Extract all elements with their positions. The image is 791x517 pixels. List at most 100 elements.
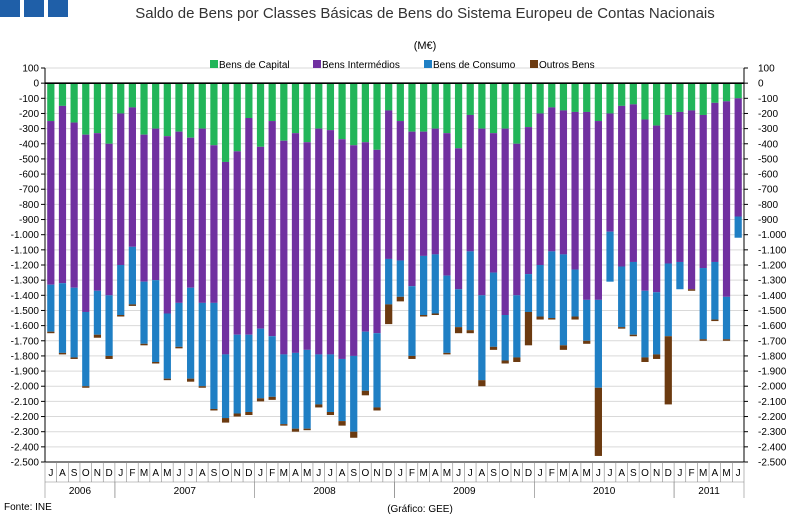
- bar-bens-de-capital-39: [501, 83, 509, 129]
- bar-bens-de-capital-50: [629, 83, 637, 105]
- bar-bens-interm-dios-40: [513, 143, 521, 296]
- bar-bens-interm-dios-9: [152, 128, 160, 281]
- bar-outros-bens-39: [501, 360, 509, 364]
- bar-bens-de-consumo-28: [373, 333, 381, 408]
- bar-outros-bens-21: [291, 428, 300, 432]
- bar-bens-de-capital-0: [47, 83, 55, 122]
- x-month-label: M: [163, 468, 171, 479]
- bar-bens-de-consumo-21: [291, 352, 300, 429]
- bar-bens-interm-dios-39: [501, 128, 509, 316]
- bar-bens-de-capital-19: [268, 83, 276, 122]
- bar-bens-interm-dios-15: [221, 161, 230, 355]
- bar-bens-de-consumo-11: [175, 302, 183, 347]
- bar-bens-de-consumo-51: [641, 290, 649, 358]
- bar-bens-interm-dios-53: [664, 114, 672, 264]
- y-tick-label-left: -1.300: [11, 276, 40, 287]
- bar-bens-de-consumo-27: [361, 331, 369, 391]
- y-tick-label-left: 100: [22, 64, 39, 75]
- y-tick-label-left: -300: [19, 124, 39, 135]
- x-month-label: S: [350, 468, 357, 479]
- bar-bens-de-consumo-53: [664, 263, 672, 337]
- bar-bens-de-capital-9: [152, 83, 160, 129]
- chart-unit: (M€): [413, 40, 437, 52]
- bar-bens-interm-dios-26: [350, 145, 358, 356]
- x-month-label: M: [419, 468, 427, 479]
- x-month-label: M: [140, 468, 148, 479]
- bar-bens-interm-dios-46: [583, 111, 591, 300]
- y-tick-label-left: -2.100: [11, 397, 40, 408]
- x-month-label: O: [501, 468, 509, 479]
- x-month-label: D: [665, 468, 672, 479]
- x-month-label: M: [699, 468, 707, 479]
- bar-bens-de-capital-43: [548, 83, 556, 108]
- bar-bens-de-consumo-31: [408, 286, 416, 356]
- bar-bens-interm-dios-6: [117, 113, 125, 265]
- x-month-label: A: [339, 468, 346, 479]
- bar-outros-bens-37: [478, 380, 486, 387]
- bar-bens-de-capital-17: [245, 83, 253, 119]
- bar-bens-de-consumo-18: [256, 328, 265, 399]
- bar-outros-bens-13: [198, 386, 206, 388]
- legend-swatch-3: [530, 60, 538, 68]
- x-month-label: O: [82, 468, 90, 479]
- bar-outros-bens-58: [722, 339, 731, 341]
- bar-bens-de-consumo-49: [618, 266, 626, 328]
- bar-bens-interm-dios-10: [163, 136, 171, 314]
- bar-bens-de-capital-25: [338, 83, 346, 140]
- y-tick-label-right: -1.500: [758, 306, 787, 317]
- bar-bens-de-consumo-19: [268, 336, 276, 397]
- legend-label-3: Outros Bens: [539, 60, 595, 71]
- bar-outros-bens-45: [571, 316, 579, 320]
- y-tick-label-right: -2.400: [758, 442, 787, 453]
- x-month-label: A: [479, 468, 486, 479]
- bar-bens-interm-dios-35: [454, 148, 463, 290]
- bar-bens-de-capital-48: [606, 83, 614, 114]
- bar-outros-bens-30: [396, 296, 404, 302]
- bar-bens-de-capital-18: [256, 83, 265, 147]
- bar-bens-de-consumo-33: [431, 254, 439, 314]
- bar-outros-bens-12: [187, 378, 195, 382]
- y-tick-label-right: 0: [758, 79, 764, 90]
- bar-outros-bens-17: [245, 411, 253, 416]
- bar-bens-interm-dios-12: [187, 137, 195, 288]
- y-tick-label-left: -1.000: [11, 230, 40, 241]
- x-month-label: J: [736, 468, 741, 479]
- bar-bens-de-capital-26: [350, 83, 358, 146]
- bar-bens-interm-dios-7: [128, 107, 136, 247]
- bar-bens-de-capital-33: [431, 83, 439, 129]
- bar-outros-bens-36: [466, 330, 474, 334]
- bar-bens-de-capital-5: [105, 83, 113, 144]
- bar-bens-interm-dios-24: [326, 130, 335, 355]
- bar-bens-interm-dios-17: [245, 118, 253, 335]
- bar-outros-bens-28: [373, 407, 381, 411]
- y-tick-label-left: -2.400: [11, 442, 40, 453]
- bar-bens-de-capital-56: [699, 83, 707, 115]
- x-month-label: J: [596, 468, 601, 479]
- x-month-label: A: [59, 468, 66, 479]
- bar-outros-bens-31: [408, 355, 416, 359]
- bar-bens-de-consumo-24: [326, 354, 335, 412]
- bar-bens-interm-dios-55: [687, 110, 696, 290]
- bar-bens-de-consumo-14: [210, 302, 218, 409]
- chart-title: Saldo de Bens por Classes Básicas de Ben…: [135, 5, 715, 22]
- bar-outros-bens-50: [629, 334, 637, 337]
- y-tick-label-right: -1.600: [758, 321, 787, 332]
- y-tick-label-right: -200: [758, 109, 778, 120]
- y-tick-label-right: -300: [758, 124, 778, 135]
- bar-bens-de-consumo-2: [70, 287, 78, 358]
- bar-bens-interm-dios-30: [396, 121, 404, 261]
- bar-bens-de-capital-31: [408, 83, 416, 132]
- bar-bens-interm-dios-3: [82, 134, 90, 312]
- bar-bens-de-capital-27: [361, 83, 369, 143]
- y-tick-label-right: -2.100: [758, 397, 787, 408]
- y-tick-label-left: -1.900: [11, 367, 40, 378]
- bar-bens-interm-dios-13: [198, 128, 206, 303]
- bar-bens-de-capital-34: [443, 83, 451, 134]
- bar-bens-de-consumo-16: [233, 334, 241, 414]
- bar-bens-de-consumo-47: [594, 299, 602, 388]
- bar-outros-bens-41: [524, 311, 533, 346]
- y-tick-label-right: -600: [758, 170, 778, 181]
- y-tick-label-left: -2.000: [11, 382, 40, 393]
- bar-bens-de-consumo-13: [198, 302, 206, 387]
- x-month-label: J: [258, 468, 263, 479]
